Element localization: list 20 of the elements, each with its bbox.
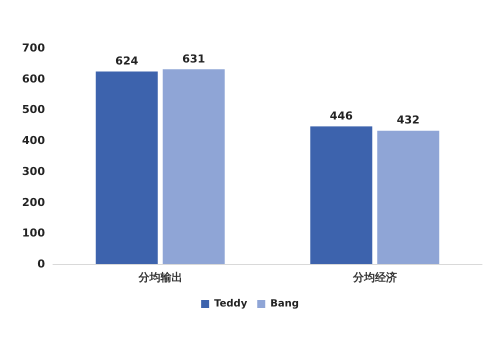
legend-label: Bang	[270, 298, 299, 310]
y-tick-label: 400	[22, 134, 46, 148]
bar	[377, 130, 440, 264]
y-tick-label: 700	[22, 42, 46, 54]
data-label: 624	[115, 54, 139, 68]
y-tick-label: 300	[22, 164, 46, 178]
data-label: 432	[396, 114, 420, 127]
y-tick-label: 100	[22, 226, 46, 240]
data-label: 446	[330, 109, 354, 122]
legend-label: Teddy	[214, 298, 248, 310]
y-tick-label: 600	[22, 72, 46, 86]
bar	[162, 69, 225, 264]
data-label: 631	[182, 52, 206, 66]
y-tick-label: 200	[22, 196, 46, 209]
x-tick-label: 分均经济	[352, 271, 397, 284]
bar	[310, 126, 372, 264]
y-tick-label: 500	[22, 103, 46, 116]
bar	[96, 71, 158, 264]
x-tick-label: 分均输出	[137, 271, 182, 284]
y-tick-label: 0	[37, 258, 46, 270]
